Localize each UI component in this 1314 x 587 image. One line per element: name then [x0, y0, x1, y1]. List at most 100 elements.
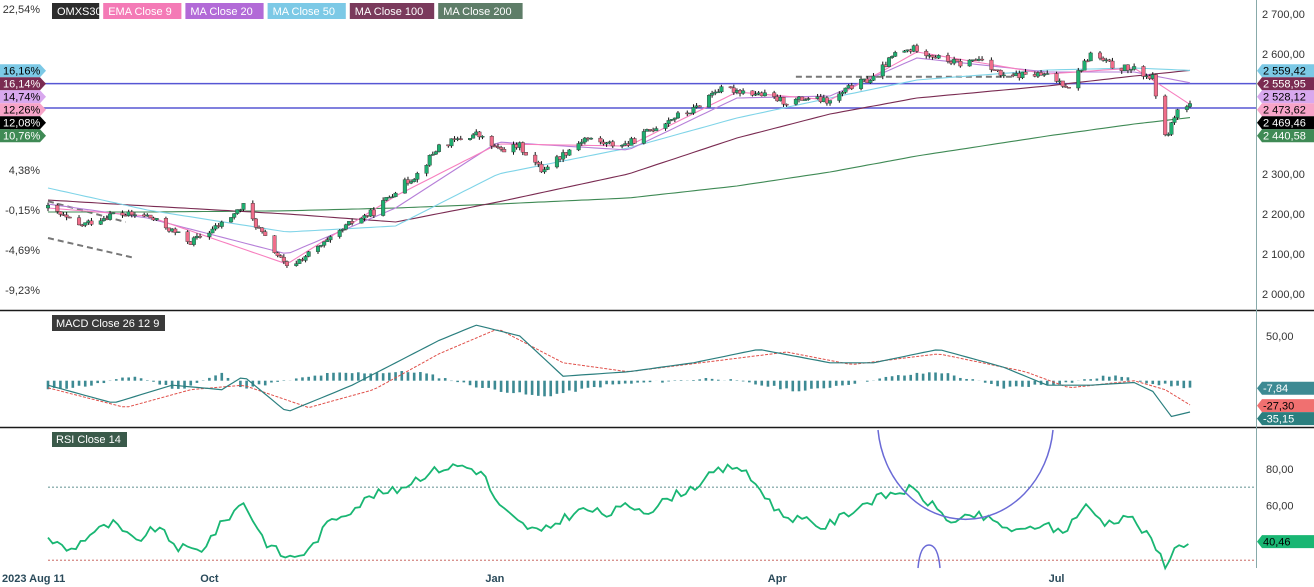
right-axis-tick-1: 2 600,00	[1262, 49, 1305, 61]
macd-histogram-bar-9	[102, 380, 106, 384]
macd-histogram-bar-130	[853, 380, 857, 384]
macd-histogram-bar-106	[704, 378, 708, 381]
rsi-axis-tick-0: 80,00	[1266, 464, 1294, 476]
right-price-badge-bg-2	[1257, 90, 1314, 104]
macd-histogram-bar-41	[301, 377, 304, 381]
candle-body-82	[405, 179, 410, 184]
x-axis-tick-2: Jan	[485, 573, 504, 585]
macd-histogram-bar-21	[177, 380, 180, 389]
candle-body-135	[632, 138, 637, 144]
macd-histogram-bar-71	[487, 380, 490, 388]
candle-body-85	[415, 173, 420, 180]
macd-histogram-bar-75	[512, 380, 515, 394]
macd-histogram-bar-154	[1002, 380, 1006, 389]
candle-body-205	[936, 55, 941, 59]
macd-histogram-bar-149	[971, 379, 975, 381]
candle-body-61	[315, 246, 320, 252]
candle-body-43	[235, 209, 240, 214]
right-price-badge-bg-3	[1257, 103, 1314, 117]
right-price-badge-label-3: 2 473,62	[1263, 105, 1306, 117]
macd-histogram-bar-7	[90, 380, 93, 386]
macd-histogram-bar-82	[555, 380, 559, 394]
candle-body-114	[542, 169, 547, 173]
macd-histogram-bar-13	[127, 377, 130, 381]
candle-body-8	[83, 222, 88, 226]
candle-body-250	[1132, 66, 1137, 70]
macd-histogram-bar-27	[214, 375, 217, 381]
candle-body-148	[691, 107, 696, 114]
candle-body-92	[449, 138, 454, 147]
candle-body-239	[1085, 60, 1090, 63]
candle-body-23	[148, 214, 153, 219]
candle-body-231	[1054, 73, 1059, 82]
right-axis-tick-7: 2 000,00	[1262, 289, 1305, 301]
macd-histogram-bar-63	[437, 378, 441, 381]
right-price-badge-bg-5	[1257, 129, 1314, 143]
candle-body-16	[120, 212, 125, 216]
macd-histogram-bar-80	[543, 380, 546, 397]
candle-body-38	[213, 225, 218, 230]
x-axis-tick-3: Apr	[768, 573, 788, 585]
candle-body-206	[945, 55, 950, 62]
candle-body-249	[1129, 69, 1134, 71]
macd-histogram-bar-139	[909, 374, 913, 381]
macd-histogram-bar-183	[1182, 380, 1186, 389]
candle-body-180	[828, 100, 833, 104]
macd-histogram-bar-66	[456, 380, 459, 383]
candle-body-203	[930, 55, 935, 58]
candle-body-6	[77, 217, 82, 226]
macd-histogram-bar-15	[139, 378, 143, 381]
candle-body-31	[185, 231, 190, 242]
candle-body-35	[198, 235, 203, 238]
macd-title-chip	[52, 315, 165, 331]
left-axis-tick-2: 4,38%	[9, 165, 40, 177]
macd-histogram-bar-167	[1083, 379, 1086, 381]
macd-histogram-bar-132	[865, 380, 869, 382]
ema9-line	[47, 51, 1191, 264]
macd-histogram-bar-14	[133, 376, 137, 381]
macd-histogram-bar-5	[77, 380, 81, 386]
legend-label-2: MA Close 20	[190, 6, 252, 18]
candle-body-161	[750, 90, 755, 96]
candle-body-193	[886, 57, 891, 67]
left-axis-tick-3: -0,15%	[5, 205, 40, 217]
macd-histogram-bar-117	[772, 380, 776, 386]
macd-histogram-bar-57	[400, 371, 404, 381]
macd-histogram-bar-165	[1070, 380, 1074, 383]
right-price-badge-label-0: 2 559,42	[1263, 66, 1306, 78]
macd-histogram-bar-157	[1021, 380, 1024, 387]
candle-body-128	[604, 142, 609, 145]
candle-body-95	[458, 138, 463, 141]
candle-body-125	[589, 137, 594, 140]
legend-label-1: EMA Close 9	[108, 6, 172, 18]
candle-body-80	[393, 192, 398, 197]
legend-chip-2	[185, 3, 264, 19]
macd-histogram-bar-125	[822, 380, 826, 389]
macd-histogram-bar-134	[878, 378, 881, 381]
candle-body-46	[250, 203, 255, 220]
candle-body-75	[371, 209, 376, 216]
candle-body-66	[337, 230, 342, 237]
macd-histogram-bar-1	[52, 380, 56, 388]
candle-body-244	[1107, 59, 1112, 62]
macd-histogram-bar-81	[549, 380, 553, 397]
candle-body-54	[281, 256, 286, 262]
right-price-badge-bg-4	[1257, 116, 1314, 130]
candle-body-62	[319, 245, 324, 247]
macd-histogram-bar-87	[586, 380, 590, 388]
right-price-badge-label-1: 2 558,95	[1263, 79, 1306, 91]
macd-histogram-bar-88	[592, 380, 596, 388]
candle-body-257	[1166, 134, 1171, 136]
macd-histogram-bar-108	[717, 379, 720, 381]
rsi-line	[47, 463, 1189, 571]
macd-histogram-bar-143	[934, 372, 937, 381]
annotation-arc	[917, 544, 941, 569]
candle-body-70	[350, 221, 355, 224]
macd-histogram-bar-72	[493, 380, 497, 390]
macd-histogram-bar-49	[350, 373, 354, 381]
macd-histogram-bar-31	[239, 380, 242, 388]
candle-body-20	[132, 214, 137, 216]
macd-signal-line	[47, 329, 1191, 409]
candle-body-238	[1082, 60, 1087, 71]
candle-body-131	[620, 144, 625, 147]
